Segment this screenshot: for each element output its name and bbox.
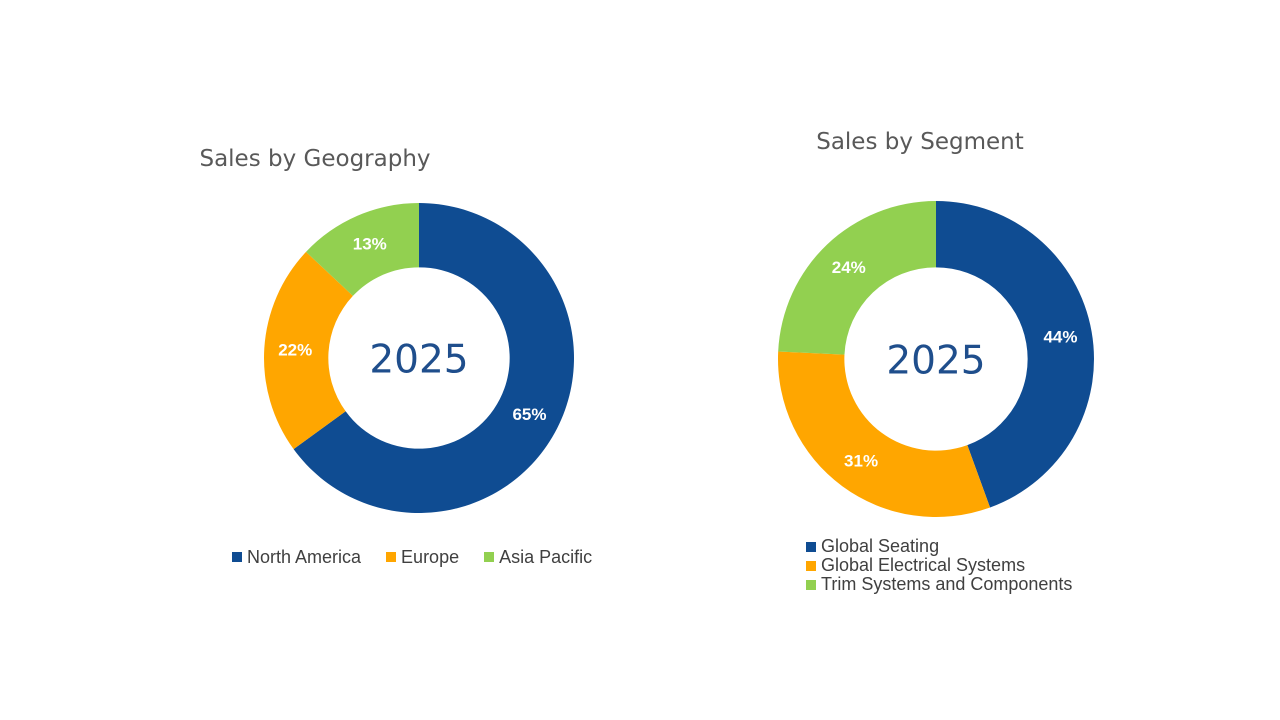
slice-global-electrical-systems [778,351,991,517]
legend-swatch [386,552,397,562]
sales-by-segment-chart: Sales by Segment 44% 31% 24% 2025 Global Se… [640,0,1280,720]
legend-item-global-seating: Global Seating [806,537,1072,556]
legend-item-global-electrical-systems: Global Electrical Systems [806,556,1072,575]
legend: Global Seating Global Electrical Systems T… [806,537,1072,594]
center-year-label: 2025 [886,339,985,384]
legend-item-asia-pacific: Asia Pacific [484,547,592,567]
chart-title: Sales by Segment [816,129,1024,155]
legend-swatch [806,541,816,552]
center-year-label: 2025 [369,338,468,383]
legend-swatch [484,552,495,562]
legend-label: Global Seating [821,536,940,556]
legend-label: Global Electrical Systems [821,555,1026,575]
data-label-global-electrical-systems: 31% [844,451,878,470]
legend-swatch [806,560,816,571]
legend-label: North America [247,547,362,567]
slice-global-seating [936,201,1094,508]
slice-trim-systems-and-components [778,201,936,355]
legend-item-europe: Europe [386,547,459,567]
legend-label: Asia Pacific [499,547,593,567]
legend-label: Europe [401,547,460,567]
data-label-trim-systems-and-components: 24% [832,258,866,277]
legend-item-north-america: North America [232,547,361,567]
legend-item-trim-systems-and-components: Trim Systems and Components [806,575,1072,594]
slice-europe [264,251,353,450]
donut-chart: 44% 31% 24% 2025 [778,201,1094,517]
slice-asia-pacific [306,203,419,296]
chart-title: Sales by Geography [199,146,431,172]
donut-chart: 65% 22% 13% 2025 [264,203,574,513]
data-label-north-america: 65% [512,405,546,424]
legend-swatch [806,579,816,590]
data-label-asia-pacific: 13% [353,235,387,254]
data-label-europe: 22% [278,341,312,360]
legend: North America Europe Asia Pacific [232,547,617,567]
data-label-global-seating: 44% [1043,328,1077,347]
slice-north-america [293,203,574,513]
legend-swatch [232,552,242,562]
sales-by-geography-chart: Sales by Geography 65% 22% 13% 2025 North A… [199,146,617,567]
legend-label: Trim Systems and Components [821,574,1073,594]
